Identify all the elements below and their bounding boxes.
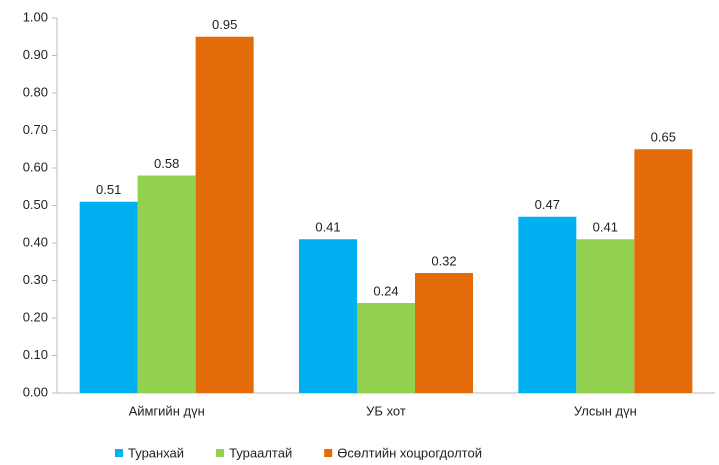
legend-swatch (115, 449, 123, 457)
x-tick-label: УБ хот (366, 403, 406, 418)
data-label: 0.51 (96, 182, 121, 197)
legend-label: Туранхай (128, 445, 184, 460)
y-tick-label: 0.10 (23, 347, 48, 362)
bar (576, 239, 635, 393)
y-tick-label: 0.00 (23, 384, 48, 399)
data-label: 0.41 (593, 220, 618, 235)
bar (79, 201, 138, 393)
y-tick-label: 0.70 (23, 122, 48, 137)
bar (415, 273, 473, 393)
legend-swatch (324, 449, 333, 457)
bar (299, 239, 357, 393)
data-label: 0.47 (535, 197, 560, 212)
y-tick-label: 0.60 (23, 159, 48, 174)
data-label: 0.41 (315, 220, 340, 235)
bar (137, 175, 196, 393)
data-label: 0.32 (431, 253, 456, 268)
y-tick-label: 0.50 (23, 197, 48, 212)
x-tick-label: Улсын дүн (574, 403, 637, 418)
y-tick-label: 1.00 (23, 9, 48, 24)
data-label: 0.24 (373, 283, 398, 298)
x-tick-label: Аймгийн дүн (129, 403, 205, 418)
y-tick-label: 0.80 (23, 84, 48, 99)
data-label: 0.58 (154, 156, 179, 171)
bar (195, 36, 254, 393)
bar (634, 149, 693, 393)
legend-label: Тураалтай (229, 445, 292, 460)
y-tick-label: 0.30 (23, 272, 48, 287)
y-tick-label: 0.20 (23, 309, 48, 324)
bar (518, 216, 577, 393)
y-tick-label: 0.90 (23, 47, 48, 62)
legend-label: Өсөлтийн хоцрогдолтой (337, 445, 482, 460)
bar (357, 303, 415, 393)
data-label: 0.95 (212, 17, 237, 32)
legend-swatch (216, 449, 225, 457)
y-tick-label: 0.40 (23, 234, 48, 249)
data-label: 0.65 (651, 130, 676, 145)
